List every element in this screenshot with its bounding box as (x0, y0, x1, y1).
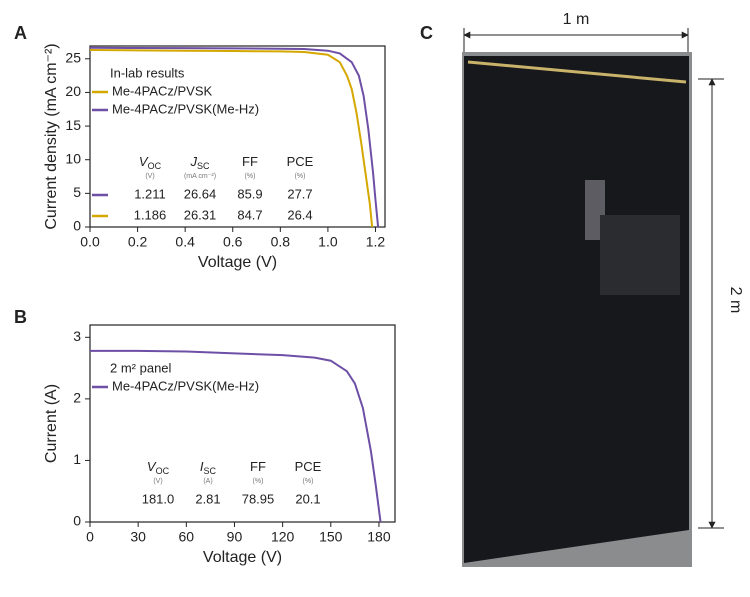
table-cell: 27.7 (287, 186, 312, 201)
x-tick-label: 0.0 (80, 234, 100, 250)
legend-label: Me-4PACz/PVSK (112, 83, 213, 98)
table-symbol: V (139, 154, 149, 169)
table-header: VOC (147, 459, 170, 476)
table-cell: 26.31 (184, 207, 217, 222)
x-tick-label: 0.2 (128, 234, 148, 250)
table-cell: 181.0 (142, 491, 175, 506)
table-cell: 1.186 (134, 207, 167, 222)
reflection (600, 215, 680, 295)
y-tick-label: 0 (73, 513, 81, 529)
table-header: ISC (200, 459, 217, 476)
table-subscript: SC (204, 466, 217, 476)
panel-label: B (14, 307, 27, 327)
table-header: PCE (295, 459, 322, 474)
table-unit: (%) (245, 173, 256, 180)
x-tick-label: 0.6 (223, 234, 243, 250)
table-symbol: PCE (295, 459, 322, 474)
y-tick-label: 25 (65, 49, 81, 65)
plot-frame (89, 324, 396, 523)
legend-title: In-lab results (110, 65, 185, 80)
x-axis-label: Voltage (V) (203, 549, 282, 566)
table-cell: 26.4 (287, 207, 312, 222)
table-unit: (A) (203, 478, 212, 485)
annotation: 2 m² panel (110, 360, 172, 375)
table-cell: 1.211 (134, 186, 166, 201)
table-symbol: J (189, 154, 197, 169)
table-symbol: V (147, 459, 157, 474)
data-line (90, 349, 382, 523)
height-label: 2 m (727, 287, 744, 314)
table-unit: (V) (145, 173, 154, 180)
x-tick-label: 120 (271, 529, 295, 545)
plot-frame (89, 45, 386, 228)
y-axis-label: Current (A) (43, 384, 60, 463)
x-tick-label: 60 (179, 529, 195, 545)
photo: 1 m 2 m (462, 11, 744, 567)
table-header: JSC (189, 154, 210, 171)
y-tick-label: 5 (73, 184, 81, 200)
table-cell: 84.7 (237, 207, 262, 222)
y-axis-label: Current density (mA cm⁻²) (43, 43, 60, 229)
table-header: FF (250, 459, 266, 474)
table-cell: 26.64 (184, 186, 217, 201)
y-tick-label: 15 (65, 117, 81, 133)
table-unit: (mA cm⁻²) (184, 173, 216, 180)
table-unit: (%) (253, 478, 264, 485)
data-line (89, 46, 380, 228)
legend-label: Me-4PACz/PVSK(Me-Hz) (112, 378, 259, 393)
table-subscript: SC (197, 161, 210, 171)
table-subscript: OC (156, 466, 170, 476)
table-unit: (%) (295, 173, 306, 180)
y-tick-label: 20 (65, 83, 81, 99)
x-tick-label: 150 (319, 529, 343, 545)
y-tick-label: 10 (65, 150, 81, 166)
table-unit: (V) (153, 478, 162, 485)
table-symbol: I (200, 459, 204, 474)
x-tick-label: 0.8 (271, 234, 291, 250)
y-tick-label: 0 (73, 218, 81, 234)
x-tick-label: 30 (130, 529, 146, 545)
table-subscript: OC (148, 161, 162, 171)
y-tick-label: 1 (73, 451, 81, 467)
table-cell: 78.95 (242, 491, 275, 506)
x-tick-label: 0 (86, 529, 94, 545)
table-unit: (%) (303, 478, 314, 485)
y-tick-label: 3 (73, 328, 81, 344)
table-header: FF (242, 154, 258, 169)
panel-label: A (14, 23, 27, 43)
y-tick-label: 2 (73, 390, 81, 406)
table-cell: 20.1 (295, 491, 320, 506)
table-symbol: FF (250, 459, 266, 474)
panel-edge (467, 60, 687, 84)
panel-label: C (420, 23, 433, 43)
x-tick-label: 180 (367, 529, 391, 545)
x-tick-label: 90 (227, 529, 243, 545)
table-symbol: PCE (287, 154, 314, 169)
x-axis-label: Voltage (V) (198, 254, 277, 271)
width-label: 1 m (563, 11, 590, 28)
data-line (89, 48, 374, 228)
x-tick-label: 1.2 (366, 234, 386, 250)
x-tick-label: 0.4 (175, 234, 195, 250)
table-symbol: FF (242, 154, 258, 169)
table-header: VOC (139, 154, 162, 171)
table-cell: 2.81 (195, 491, 220, 506)
table-cell: 85.9 (237, 186, 262, 201)
panel (464, 56, 689, 563)
table-header: PCE (287, 154, 314, 169)
legend-label: Me-4PACz/PVSK(Me-Hz) (112, 101, 259, 116)
x-tick-label: 1.0 (318, 234, 338, 250)
